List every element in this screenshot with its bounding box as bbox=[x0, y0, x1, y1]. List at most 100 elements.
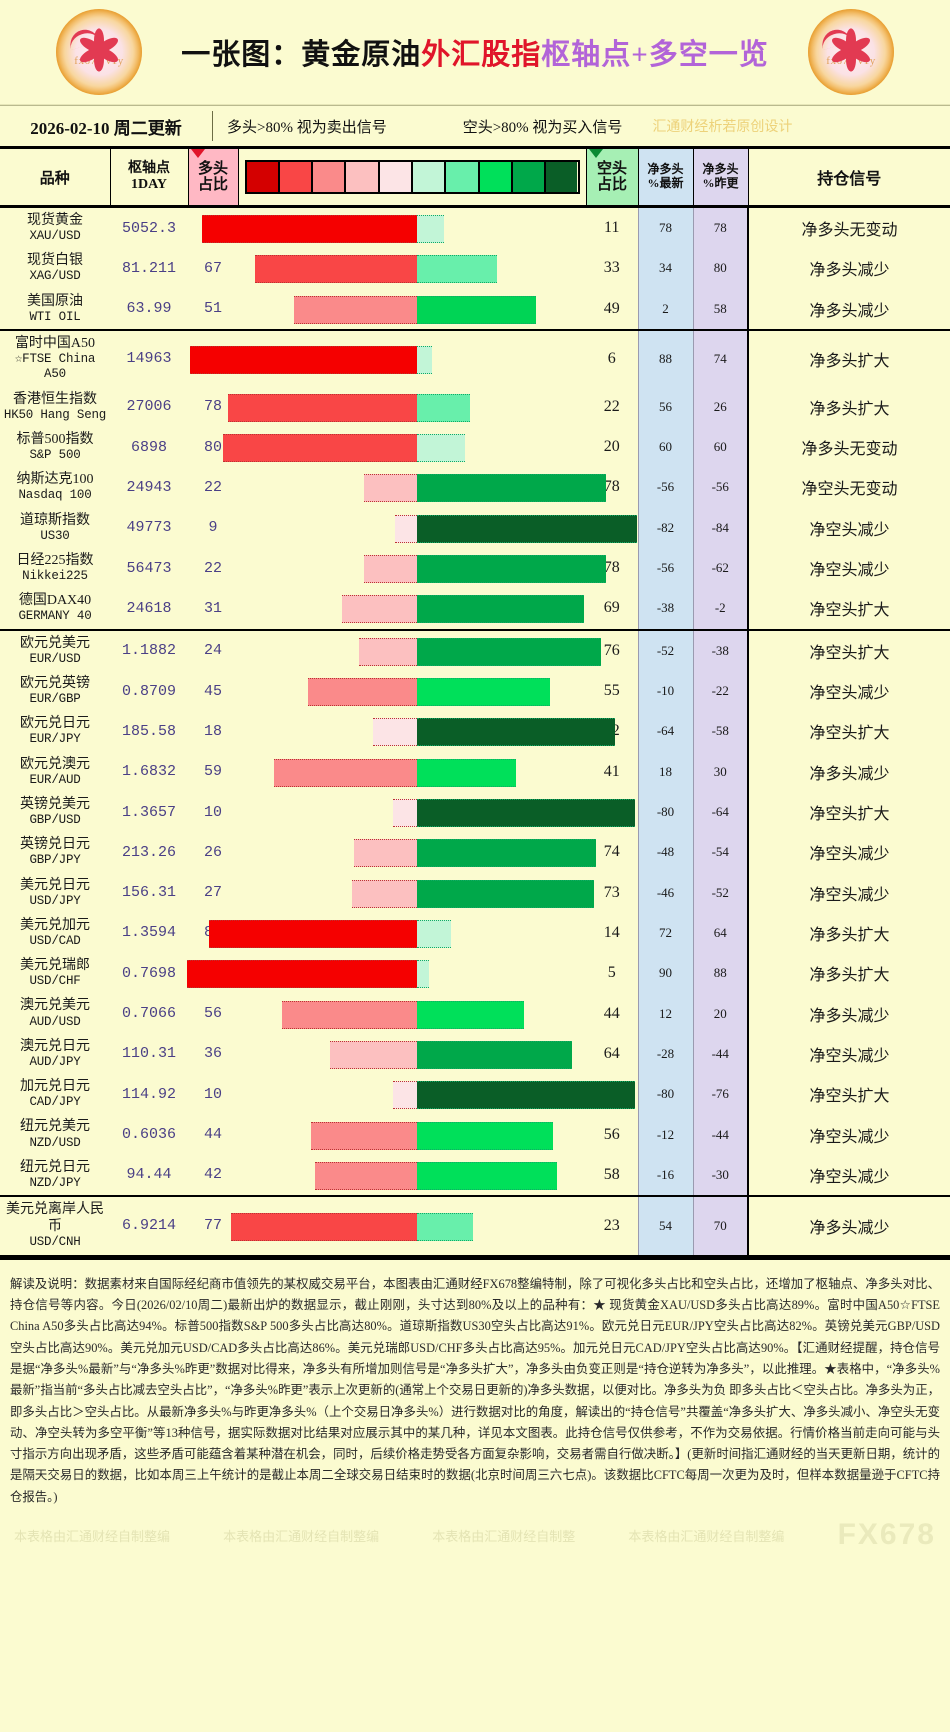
table-row: 英镑兑日元 GBP/JPY 213.26 26 74 -48 -54 净空头减少 bbox=[0, 832, 950, 873]
position-signal: 净空头扩大 bbox=[747, 711, 950, 752]
short-bar-segment bbox=[417, 799, 635, 827]
instrument-cell: 现货白银 XAG/USD bbox=[0, 248, 110, 288]
diverging-bar-cell bbox=[238, 1114, 586, 1154]
instrument-name-cn: 日经225指数 bbox=[16, 552, 94, 568]
diverging-bar bbox=[223, 430, 586, 464]
col-header-short-l2: 占比 bbox=[596, 177, 627, 193]
net-long-latest: -10 bbox=[637, 670, 694, 712]
pivot-value: 185.58 bbox=[121, 722, 176, 740]
legend-swatch-1 bbox=[279, 162, 314, 192]
instrument-name-cn: 美国原油 bbox=[27, 293, 83, 309]
short-percent: 20 bbox=[603, 438, 620, 456]
diverging-bar-cell bbox=[238, 752, 586, 792]
net-long-prev: -44 bbox=[692, 1114, 749, 1155]
instrument-cell: 纽元兑美元 NZD/USD bbox=[0, 1114, 110, 1154]
net-long-latest: 90 bbox=[637, 953, 694, 994]
pivot-value: 213.26 bbox=[121, 843, 176, 861]
pivot-value: 27006 bbox=[126, 398, 172, 416]
instrument-name-en: GBP/JPY bbox=[29, 853, 81, 868]
instrument-cell: 美国原油 WTI OIL bbox=[0, 288, 110, 331]
short-bar-segment bbox=[417, 718, 616, 747]
long-bar-segment bbox=[395, 514, 418, 543]
position-signal: 净空头扩大 bbox=[747, 791, 950, 833]
net-long-latest: 56 bbox=[637, 386, 694, 427]
net-long-latest: 78 bbox=[637, 206, 694, 249]
diverging-bar-cell bbox=[189, 330, 586, 387]
long-bar-segment bbox=[358, 637, 418, 666]
long-bar-segment bbox=[187, 960, 418, 989]
instrument-name-en: Nasdaq 100 bbox=[18, 488, 92, 503]
long-bar-segment bbox=[223, 434, 418, 463]
legend-swatch-9 bbox=[546, 162, 578, 192]
long-threshold-note: 多头>80% 视为卖出信号 bbox=[227, 119, 387, 136]
diverging-bar bbox=[230, 1209, 586, 1243]
legend-swatch-6 bbox=[446, 162, 480, 192]
net-long-latest: 34 bbox=[637, 248, 694, 289]
instrument-name-cn: 欧元兑澳元 bbox=[20, 756, 90, 772]
title-part-2: 外汇股指 bbox=[421, 39, 542, 71]
short-percent: 56 bbox=[603, 1125, 620, 1143]
diverging-bar bbox=[201, 211, 586, 245]
net-long-prev: 80 bbox=[692, 248, 749, 289]
instrument-name-en: EUR/AUD bbox=[29, 772, 81, 787]
long-percent: 26 bbox=[203, 843, 222, 861]
position-signal: 净多头扩大 bbox=[747, 912, 950, 954]
position-signal: 净多头减少 bbox=[747, 288, 950, 331]
instrument-name-cn: 现货黄金 bbox=[27, 213, 83, 228]
instrument-cell: 香港恒生指数 HK50 Hang Seng bbox=[0, 387, 110, 427]
instrument-name-en: AUD/JPY bbox=[29, 1054, 81, 1069]
pivot-value: 94.44 bbox=[110, 1154, 188, 1198]
net-long-prev: 26 bbox=[692, 386, 749, 427]
pivot-value: 114.92 bbox=[121, 1085, 176, 1103]
table-row: 日经225指数 Nikkei225 56473 22 78 -56 -62 净空头减少 bbox=[0, 547, 950, 589]
short-percent: 49 bbox=[586, 288, 638, 331]
net-long-prev: -44 bbox=[692, 1033, 749, 1075]
logo-left-icon: fx678 v1y bbox=[56, 9, 142, 95]
diverging-bar-cell bbox=[238, 548, 606, 588]
net-long-prev: 60 bbox=[692, 426, 749, 468]
diverging-bar-cell bbox=[230, 1196, 586, 1257]
long-bar-segment bbox=[363, 474, 418, 503]
instrument-name-cn: 美元兑日元 bbox=[20, 877, 90, 893]
table-row: 香港恒生指数 HK50 Hang Seng 27006 78 22 56 26 净多头扩大 bbox=[0, 386, 950, 427]
instrument-name-en: USD/CAD bbox=[29, 933, 81, 948]
net-long-latest: -82 bbox=[637, 507, 694, 548]
instrument-cell: 富时中国A50 ☆FTSE China A50 bbox=[0, 330, 110, 387]
instrument-cell: 美元兑瑞郎 USD/CHF bbox=[0, 953, 110, 993]
diverging-bar-cell bbox=[238, 1154, 586, 1198]
instrument-name-en: XAU/USD bbox=[29, 229, 81, 244]
position-signal: 净空头扩大 bbox=[747, 629, 950, 671]
short-bar-segment bbox=[417, 295, 536, 324]
long-bar-segment bbox=[329, 1040, 418, 1069]
long-percent: 18 bbox=[203, 722, 222, 740]
diverging-bar-cell bbox=[238, 993, 586, 1033]
instrument-name-en: USD/CHF bbox=[29, 974, 81, 989]
instrument-name-en: US30 bbox=[40, 528, 70, 543]
instrument-name-cn: 美元兑离岸人民币 bbox=[6, 1202, 104, 1235]
col-header-pivot-l2: 1DAY bbox=[130, 177, 168, 192]
long-bar-segment bbox=[392, 1081, 418, 1110]
net-long-prev: 58 bbox=[692, 288, 749, 331]
short-bar-segment bbox=[417, 345, 432, 374]
short-bar-segment bbox=[417, 637, 601, 666]
diverging-bar bbox=[228, 390, 586, 424]
short-percent: 33 bbox=[603, 259, 620, 277]
legend-swatch-4 bbox=[379, 162, 413, 192]
position-signal: 净空头减少 bbox=[747, 872, 950, 913]
instrument-name-cn: 德国DAX40 bbox=[18, 593, 92, 609]
instrument-name-en: WTI OIL bbox=[29, 309, 81, 324]
short-bar-segment bbox=[417, 678, 551, 707]
instrument-name-cn: 现货白银 bbox=[27, 253, 83, 269]
watermark-2: 本表格由汇通财经自制整编 bbox=[223, 1528, 380, 1544]
diverging-bar bbox=[238, 795, 635, 829]
legend-swatch-3 bbox=[346, 162, 380, 192]
net-long-latest: -56 bbox=[637, 467, 694, 508]
diverging-bar-cell bbox=[238, 467, 606, 507]
table-row: 标普500指数 S&P 500 6898 80 20 60 60 净多头无变动 bbox=[0, 426, 950, 468]
table-header-row: 品种 枢轴点 1DAY 多头 占比 空头 占比 bbox=[0, 147, 950, 208]
legend-swatch-0 bbox=[246, 162, 280, 192]
diverging-bar bbox=[238, 835, 597, 869]
